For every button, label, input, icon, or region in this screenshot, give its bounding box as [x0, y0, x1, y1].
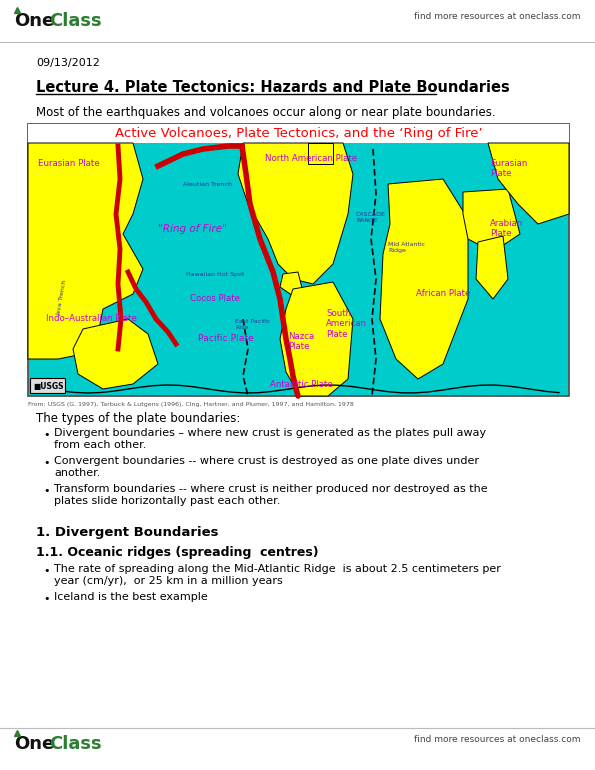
Text: North American Plate: North American Plate	[265, 154, 357, 163]
Text: Active Volcanoes, Plate Tectonics, and the ‘Ring of Fire’: Active Volcanoes, Plate Tectonics, and t…	[115, 128, 483, 140]
Bar	[30, 378, 65, 393]
Text: Nazca
Plate: Nazca Plate	[288, 332, 314, 351]
Polygon shape	[280, 272, 303, 296]
Polygon shape	[488, 143, 569, 224]
Text: From: USGS (G. 1997), Tarbuck & Lutgens (1996), Clng, Hartner, and Plumer, 1997,: From: USGS (G. 1997), Tarbuck & Lutgens …	[28, 402, 354, 407]
Text: Eurasian
Plate: Eurasian Plate	[490, 159, 527, 179]
Text: Most of the earthquakes and volcanoes occur along or near plate boundaries.: Most of the earthquakes and volcanoes oc…	[36, 106, 496, 119]
Text: 1. Divergent Boundaries: 1. Divergent Boundaries	[36, 526, 218, 539]
Text: Eurasian Plate: Eurasian Plate	[38, 159, 99, 168]
Text: Arabian
Plate: Arabian Plate	[490, 219, 523, 239]
Text: Hawaiian Hot Spot: Hawaiian Hot Spot	[186, 272, 245, 277]
Text: Antarctic Plate: Antarctic Plate	[270, 380, 333, 389]
Text: find more resources at oneclass.com: find more resources at oneclass.com	[415, 735, 581, 744]
Text: The types of the plate boundaries:: The types of the plate boundaries:	[36, 412, 240, 425]
Text: Mid Atlantic
Ridge: Mid Atlantic Ridge	[388, 242, 425, 253]
Text: Indo–Australian Plate: Indo–Australian Plate	[46, 314, 137, 323]
Text: •: •	[43, 486, 49, 496]
Polygon shape	[308, 143, 333, 164]
Text: Transform boundaries -- where crust is neither produced nor destroyed as the: Transform boundaries -- where crust is n…	[54, 484, 488, 494]
Text: Java Trench: Java Trench	[56, 279, 67, 316]
Text: find more resources at oneclass.com: find more resources at oneclass.com	[415, 12, 581, 21]
Text: •: •	[43, 594, 49, 604]
Text: Divergent boundaries – where new crust is generated as the plates pull away: Divergent boundaries – where new crust i…	[54, 428, 486, 438]
Polygon shape	[463, 189, 520, 252]
Polygon shape	[73, 319, 158, 389]
Text: 09/13/2012: 09/13/2012	[36, 58, 100, 68]
Text: 1.1. Oceanic ridges (spreading  centres): 1.1. Oceanic ridges (spreading centres)	[36, 546, 319, 559]
Text: from each other.: from each other.	[54, 440, 146, 450]
Text: another.: another.	[54, 467, 101, 477]
Text: One: One	[14, 735, 54, 753]
Text: The rate of spreading along the Mid-Atlantic Ridge  is about 2.5 centimeters per: The rate of spreading along the Mid-Atla…	[54, 564, 501, 574]
Text: Class: Class	[49, 12, 102, 30]
Text: •: •	[43, 566, 49, 576]
Polygon shape	[28, 143, 143, 359]
Text: Cocos Plate: Cocos Plate	[190, 294, 240, 303]
Text: Class: Class	[49, 735, 102, 753]
Polygon shape	[476, 236, 508, 299]
Text: South
American
Plate: South American Plate	[326, 309, 367, 339]
Text: Pacific Plate: Pacific Plate	[198, 334, 254, 343]
Text: Aleutian Trench: Aleutian Trench	[183, 182, 232, 187]
Text: "Ring of Fire": "Ring of Fire"	[158, 224, 227, 234]
Bar	[28, 124, 569, 396]
Bar	[28, 124, 569, 143]
Text: CASCADE
RANGE: CASCADE RANGE	[356, 212, 386, 223]
Polygon shape	[238, 143, 353, 284]
Text: •: •	[43, 430, 49, 440]
Text: East Pacific
Rise: East Pacific Rise	[235, 319, 270, 330]
Text: Lecture 4. Plate Tectonics: Hazards and Plate Boundaries: Lecture 4. Plate Tectonics: Hazards and …	[36, 80, 510, 95]
Text: year (cm/yr),  or 25 km in a million years: year (cm/yr), or 25 km in a million year…	[54, 575, 283, 585]
Polygon shape	[380, 179, 468, 379]
Text: Iceland is the best example: Iceland is the best example	[54, 592, 208, 602]
Text: Convergent boundaries -- where crust is destroyed as one plate dives under: Convergent boundaries -- where crust is …	[54, 456, 479, 466]
Text: ■USGS: ■USGS	[33, 381, 64, 390]
Text: African Plate: African Plate	[416, 289, 471, 298]
Text: •: •	[43, 458, 49, 468]
Text: plates slide horizontally past each other.: plates slide horizontally past each othe…	[54, 496, 280, 505]
Text: One: One	[14, 12, 54, 30]
Polygon shape	[280, 282, 353, 396]
